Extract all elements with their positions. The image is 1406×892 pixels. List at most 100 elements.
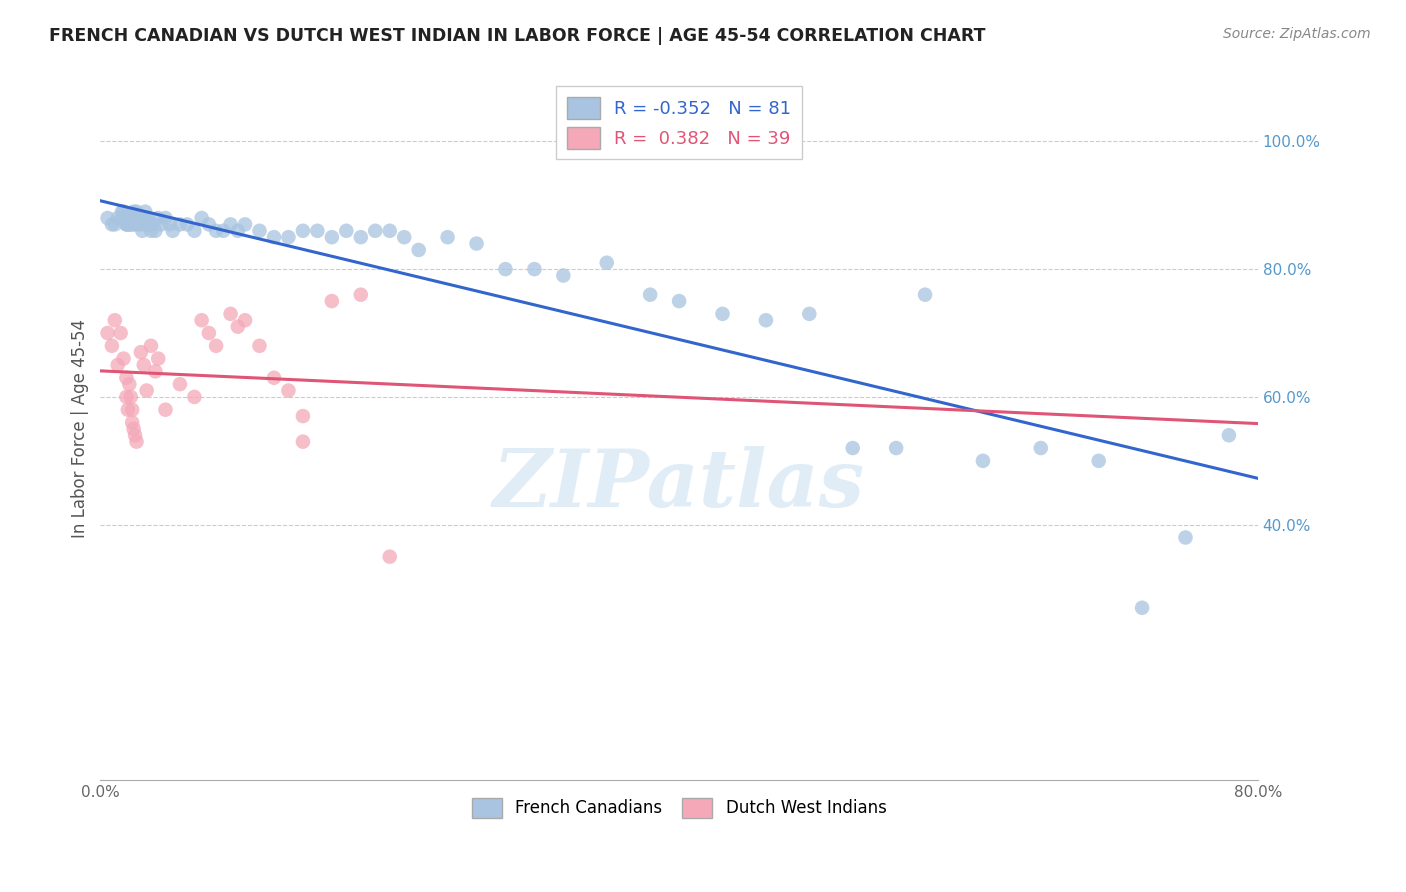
Point: [124, 211, 146, 225]
Point: [350, 287, 373, 301]
Point: [125, 204, 148, 219]
Point: [212, 224, 235, 238]
Point: [711, 307, 734, 321]
Point: [97, 211, 120, 225]
Point: [115, 218, 138, 232]
Point: [125, 211, 148, 225]
Point: [135, 384, 157, 398]
Point: [198, 326, 221, 340]
Point: [350, 230, 373, 244]
Point: [523, 262, 546, 277]
Point: [668, 294, 690, 309]
Point: [135, 218, 157, 232]
Point: [143, 364, 166, 378]
Point: [198, 218, 221, 232]
Point: [101, 339, 124, 353]
Point: [799, 307, 821, 321]
Point: [884, 441, 907, 455]
Point: [134, 204, 156, 219]
Point: [277, 230, 299, 244]
Point: [169, 218, 191, 232]
Point: [638, 287, 661, 301]
Point: [291, 224, 314, 238]
Point: [378, 549, 401, 564]
Point: [249, 224, 271, 238]
Point: [226, 224, 249, 238]
Point: [120, 218, 142, 232]
Point: [127, 218, 149, 232]
Legend: French Canadians, Dutch West Indians: French Canadians, Dutch West Indians: [465, 791, 893, 825]
Point: [124, 218, 146, 232]
Point: [755, 313, 778, 327]
Point: [233, 218, 256, 232]
Point: [159, 218, 181, 232]
Point: [263, 230, 285, 244]
Point: [155, 402, 177, 417]
Point: [132, 211, 155, 225]
Point: [408, 243, 430, 257]
Point: [183, 390, 205, 404]
Point: [183, 224, 205, 238]
Text: FRENCH CANADIAN VS DUTCH WEST INDIAN IN LABOR FORCE | AGE 45-54 CORRELATION CHAR: FRENCH CANADIAN VS DUTCH WEST INDIAN IN …: [49, 27, 986, 45]
Point: [277, 384, 299, 398]
Point: [291, 409, 314, 423]
Point: [148, 351, 170, 366]
Point: [124, 428, 146, 442]
Point: [596, 256, 619, 270]
Point: [115, 390, 138, 404]
Point: [120, 211, 142, 225]
Point: [111, 204, 134, 219]
Point: [128, 211, 150, 225]
Point: [104, 313, 127, 327]
Point: [115, 370, 138, 384]
Point: [465, 236, 488, 251]
Point: [118, 218, 141, 232]
Point: [118, 377, 141, 392]
Point: [118, 211, 141, 225]
Point: [111, 211, 134, 225]
Point: [121, 218, 143, 232]
Point: [1218, 428, 1240, 442]
Point: [97, 326, 120, 340]
Point: [129, 345, 152, 359]
Point: [219, 218, 242, 232]
Point: [205, 339, 228, 353]
Point: [129, 218, 152, 232]
Point: [291, 434, 314, 449]
Point: [307, 224, 329, 238]
Point: [972, 454, 994, 468]
Point: [263, 370, 285, 384]
Point: [117, 218, 139, 232]
Point: [117, 402, 139, 417]
Point: [1087, 454, 1109, 468]
Y-axis label: In Labor Force | Age 45-54: In Labor Force | Age 45-54: [72, 319, 89, 539]
Point: [150, 218, 173, 232]
Point: [122, 422, 145, 436]
Point: [219, 307, 242, 321]
Point: [233, 313, 256, 327]
Point: [107, 211, 129, 225]
Point: [249, 339, 271, 353]
Point: [121, 211, 143, 225]
Point: [1029, 441, 1052, 455]
Point: [112, 204, 135, 219]
Point: [132, 358, 155, 372]
Point: [115, 218, 138, 232]
Point: [131, 224, 153, 238]
Point: [104, 218, 127, 232]
Point: [120, 390, 142, 404]
Point: [335, 224, 357, 238]
Point: [190, 313, 212, 327]
Point: [122, 204, 145, 219]
Point: [121, 416, 143, 430]
Point: [553, 268, 575, 283]
Point: [176, 218, 198, 232]
Point: [321, 294, 343, 309]
Point: [162, 224, 184, 238]
Point: [169, 377, 191, 392]
Point: [841, 441, 863, 455]
Point: [139, 339, 162, 353]
Point: [1130, 600, 1153, 615]
Point: [136, 211, 159, 225]
Point: [914, 287, 936, 301]
